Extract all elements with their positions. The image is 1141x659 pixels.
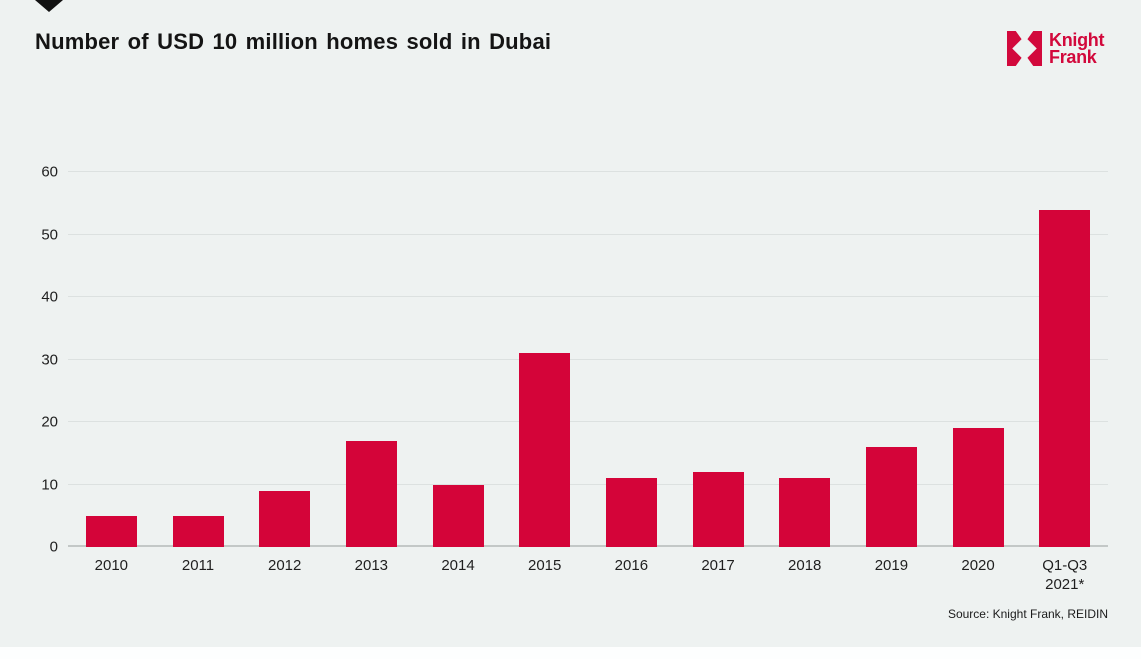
- x-tick-line: 2013: [354, 557, 389, 574]
- x-tick-line: 2015: [528, 557, 562, 574]
- knight-frank-pinwheel-icon: [1007, 31, 1042, 66]
- x-tick-line: 2019: [874, 557, 909, 574]
- y-tick-label: 20: [41, 413, 58, 431]
- knight-frank-logo: Knight Frank: [1007, 31, 1104, 66]
- bar-slot: [1021, 209, 1108, 547]
- x-axis-line: [68, 545, 1108, 547]
- bar-slot: [848, 447, 935, 547]
- x-tick-line: 2017: [701, 557, 735, 574]
- source-note: Source: Knight Frank, REIDIN: [947, 607, 1108, 621]
- gridline: [68, 358, 1108, 360]
- x-tick-label: 2010: [68, 556, 155, 594]
- x-tick-line: 2020: [961, 557, 995, 574]
- x-tick-label: 2014: [415, 556, 502, 594]
- title-marker-icon: [35, 0, 63, 12]
- y-tick-label: 0: [49, 538, 58, 556]
- x-tick-label: 2020: [935, 556, 1022, 594]
- x-tick-label: 2017: [675, 556, 762, 594]
- bar-2011: [172, 515, 224, 547]
- x-axis-labels: 2010 2011 2012 2013 2014 2015 2016 2017 2018 2019…: [68, 556, 1108, 594]
- bar-slot: [675, 472, 762, 547]
- x-tick-label: 2013: [328, 556, 415, 594]
- bar-2015: [519, 353, 571, 547]
- bar-slot: [241, 490, 328, 547]
- y-tick-label: 50: [41, 226, 58, 243]
- gridline: [68, 171, 1108, 172]
- x-tick-line: 2014: [441, 557, 475, 574]
- bars-row: [68, 172, 1108, 547]
- x-tick-line: Q1-Q3: [1042, 557, 1088, 574]
- x-tick-label: Q1-Q3 2021*: [1021, 556, 1108, 594]
- y-axis-labels: 0 10 20 30 40 50 60: [0, 164, 58, 556]
- gridline: [68, 296, 1108, 297]
- page-title: Number of USD 10 million homes sold in D…: [35, 29, 552, 54]
- bar-slot: [588, 478, 675, 547]
- bar-2017: [692, 472, 744, 547]
- bar-chart-plot-area: [68, 171, 1108, 547]
- bar-2014: [432, 484, 484, 547]
- bar-q1-q3-2021-: [1039, 209, 1091, 547]
- gridline: [68, 483, 1108, 485]
- x-tick-label: 2016: [588, 556, 675, 594]
- logo-wordmark: Knight Frank: [1049, 29, 1105, 67]
- bar-slot: [328, 440, 415, 547]
- bar-slot: [935, 428, 1022, 547]
- bar-2018: [779, 478, 831, 547]
- bar-slot: [415, 484, 502, 547]
- y-tick-label: 10: [41, 476, 58, 493]
- x-tick-label: 2019: [848, 556, 935, 594]
- x-tick-line: 2018: [788, 557, 822, 574]
- x-tick-line: 2021*: [1045, 576, 1085, 593]
- bar-slot: [761, 478, 848, 547]
- x-tick-label: 2018: [761, 556, 848, 594]
- logo-word-frank: Frank: [1049, 46, 1097, 67]
- x-tick-line: 2011: [181, 557, 215, 574]
- bottom-strip: [0, 647, 1141, 659]
- gridline: [68, 233, 1108, 235]
- bar-slot: [501, 353, 588, 547]
- x-tick-line: 2010: [94, 557, 129, 574]
- bar-2020: [952, 428, 1004, 547]
- y-tick-label: 30: [41, 351, 58, 368]
- x-tick-label: 2011: [155, 556, 242, 594]
- gridline: [68, 421, 1108, 422]
- bar-2010: [85, 515, 137, 547]
- bar-slot: [155, 515, 242, 547]
- x-tick-line: 2012: [267, 557, 302, 574]
- bar-slot: [68, 515, 155, 547]
- y-tick-label: 60: [41, 163, 58, 181]
- x-tick-line: 2016: [614, 557, 649, 574]
- x-tick-label: 2012: [241, 556, 328, 594]
- x-tick-label: 2015: [501, 556, 588, 594]
- logo-word-knight: Knight: [1049, 29, 1105, 50]
- y-tick-label: 40: [41, 288, 58, 306]
- bar-2013: [345, 440, 397, 547]
- bar-2012: [259, 490, 311, 547]
- bar-2016: [605, 478, 657, 547]
- bar-2019: [865, 447, 917, 547]
